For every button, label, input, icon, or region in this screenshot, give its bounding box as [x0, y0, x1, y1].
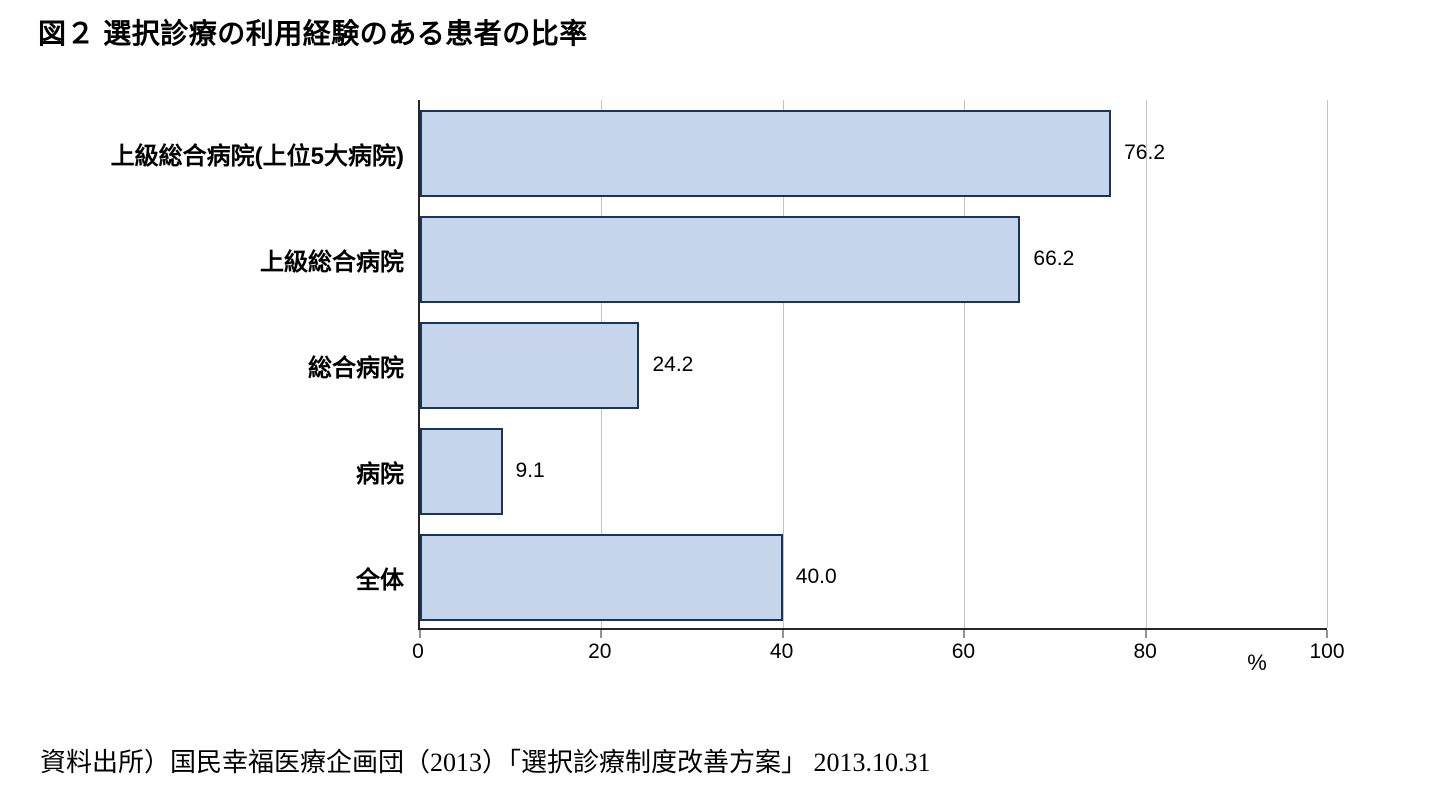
axis-tick-mark [782, 630, 784, 638]
bar-value-label: 9.1 [515, 459, 545, 482]
category-label: 上級総合病院(上位5大病院) [110, 142, 404, 170]
bar [420, 109, 1112, 197]
bar [420, 427, 503, 515]
category-label: 上級総合病院 [260, 248, 404, 276]
bar-value-label: 40.0 [795, 565, 837, 588]
bar-row: 76.2 [420, 100, 1327, 206]
bar [420, 215, 1021, 303]
axis-tick-label: 100 [1309, 640, 1345, 663]
gridline [782, 100, 784, 628]
bar [420, 321, 640, 409]
gridline [1145, 100, 1147, 628]
axis-tick-label: 40 [769, 640, 794, 663]
chart-title: 図２ 選択診療の利用経験のある患者の比率 [38, 18, 588, 49]
source-note: 資料出所）国民幸福医療企画団（2013）「選択診療制度改善方案」 2013.10… [40, 748, 931, 777]
axis-tick-label: 80 [1133, 640, 1157, 663]
x-axis-unit-label: % [1247, 650, 1267, 675]
bar-chart: 上級総合病院(上位5大病院) 上級総合病院総合病院病院全体 76.2 66.2 24.… [40, 100, 1345, 680]
axis-tick-mark [963, 630, 965, 638]
axis-tick-label: 20 [588, 640, 612, 663]
axis-tick-label: 0 [412, 640, 424, 663]
gridline [964, 100, 966, 628]
bar-row: 9.1 [420, 418, 1327, 524]
axis-tick-mark [600, 630, 602, 638]
category-label: 病院 [356, 460, 404, 488]
bar-value-label: 66.2 [1033, 247, 1075, 270]
bar-value-label: 76.2 [1124, 141, 1165, 164]
axis-tick-mark [1145, 630, 1147, 638]
bar-row: 24.2 [420, 312, 1327, 418]
bar [420, 533, 783, 621]
x-axis: % 0 20 40 60 80 100 [412, 630, 1344, 680]
axis-tick-label: 60 [951, 640, 976, 663]
chart-body: 上級総合病院(上位5大病院) 上級総合病院総合病院病院全体 76.2 66.2 24.… [40, 100, 1340, 638]
bar-value-label: 24.2 [652, 353, 694, 376]
axis-tick-mark [1326, 630, 1328, 638]
axis-tick-mark [419, 630, 421, 638]
bar-row: 40.0 [420, 524, 1327, 630]
category-label: 全体 [356, 566, 404, 594]
category-labels: 上級総合病院(上位5大病院) 上級総合病院総合病院病院全体 [40, 100, 418, 630]
bar-row: 66.2 [420, 206, 1327, 312]
category-label: 総合病院 [308, 354, 404, 382]
plot-area: 76.2 66.2 24.2 9.1 40.0 [418, 100, 1328, 638]
gridline [1327, 100, 1328, 628]
